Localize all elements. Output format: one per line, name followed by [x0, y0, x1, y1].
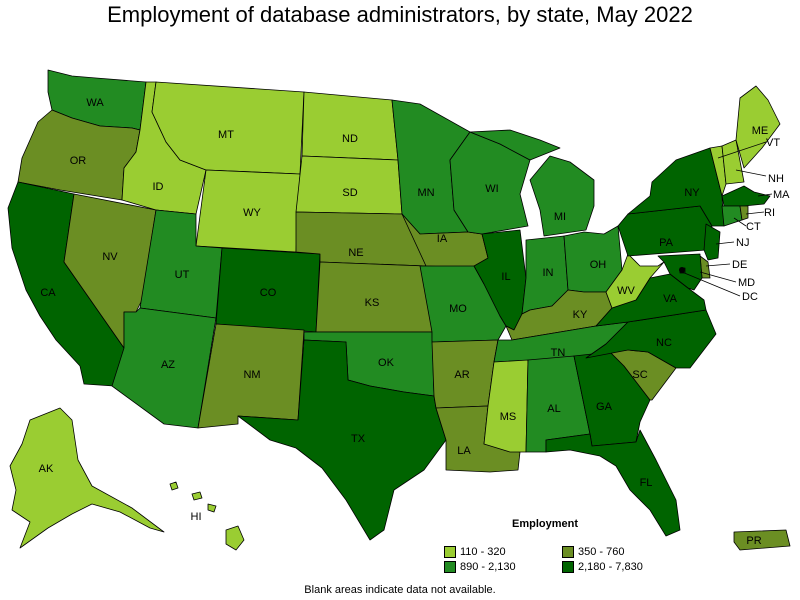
label-ok: OK — [378, 357, 395, 369]
label-wv: WV — [617, 285, 635, 297]
label-md: MD — [738, 277, 755, 289]
label-al: AL — [547, 403, 560, 415]
label-ut: UT — [175, 269, 190, 281]
state-ri[interactable] — [739, 205, 749, 221]
label-hi: HI — [191, 511, 202, 523]
label-co: CO — [260, 287, 277, 299]
legend-swatch — [444, 546, 456, 559]
state-mi[interactable] — [469, 129, 595, 237]
leader-de — [705, 263, 731, 267]
state-sd[interactable] — [295, 155, 403, 215]
label-vt: VT — [766, 137, 780, 149]
state-ma[interactable] — [721, 185, 771, 207]
label-mt: MT — [218, 129, 234, 141]
leader-ma — [757, 193, 773, 197]
label-ak: AK — [39, 463, 54, 475]
legend-title: Employment — [512, 518, 579, 530]
legend-swatch — [562, 561, 574, 574]
label-nm: NM — [243, 369, 260, 381]
state-nh[interactable] — [721, 139, 745, 185]
label-sd: SD — [342, 187, 357, 199]
leader-md — [699, 271, 737, 283]
leader-ri — [745, 211, 765, 215]
leader-dc — [681, 271, 741, 297]
label-ma: MA — [773, 189, 790, 201]
label-me: ME — [752, 125, 769, 137]
legend-swatch — [562, 546, 574, 559]
label-in: IN — [543, 267, 554, 279]
state-tx[interactable] — [237, 339, 447, 541]
state-nd[interactable] — [301, 91, 399, 161]
label-or: OR — [70, 155, 87, 167]
label-wa: WA — [86, 97, 104, 109]
legend-label: 2,180 - 7,830 — [578, 561, 643, 573]
leader-vt — [717, 141, 767, 159]
label-ia: IA — [437, 233, 448, 245]
state-az[interactable] — [111, 307, 217, 429]
legend-item: 890 - 2,130 — [444, 561, 516, 575]
state-nj[interactable] — [703, 223, 721, 261]
label-mo: MO — [449, 303, 467, 315]
label-nc: NC — [656, 337, 672, 349]
label-ms: MS — [500, 411, 517, 423]
label-ar: AR — [454, 369, 469, 381]
dc-marker — [679, 267, 685, 273]
label-wi: WI — [485, 183, 498, 195]
label-ga: GA — [596, 401, 613, 413]
label-wy: WY — [243, 207, 261, 219]
label-az: AZ — [161, 359, 175, 371]
state-wv[interactable] — [605, 253, 665, 309]
label-ks: KS — [365, 297, 380, 309]
label-va: VA — [663, 293, 678, 305]
legend-item: 2,180 - 7,830 — [562, 561, 643, 575]
label-nv: NV — [102, 251, 118, 263]
legend-label: 350 - 760 — [578, 546, 625, 558]
label-ct: CT — [746, 221, 761, 233]
label-nj: NJ — [736, 237, 749, 249]
label-fl: FL — [640, 477, 653, 489]
footnote: Blank areas indicate data not available. — [304, 584, 496, 596]
label-ne: NE — [348, 247, 363, 259]
leader-ct — [733, 217, 747, 227]
label-ky: KY — [573, 309, 588, 321]
legend-label: 110 - 320 — [460, 546, 506, 558]
label-mi: MI — [554, 211, 566, 223]
label-nh: NH — [768, 173, 784, 185]
label-de: DE — [732, 259, 747, 271]
map-title: Employment of database administrators, b… — [107, 2, 693, 27]
label-tx: TX — [351, 433, 366, 445]
state-pr[interactable] — [733, 529, 791, 551]
state-hi[interactable] — [169, 481, 245, 551]
label-ri: RI — [764, 207, 775, 219]
label-pa: PA — [659, 237, 674, 249]
state-fl[interactable] — [545, 429, 681, 537]
legend-item: 350 - 760 — [562, 546, 624, 560]
legend-item: 110 - 320 — [444, 546, 506, 560]
label-sc: SC — [632, 369, 647, 381]
label-dc: DC — [742, 291, 758, 303]
state-ct[interactable] — [721, 205, 743, 227]
leader-nh — [735, 169, 767, 177]
label-tn: TN — [551, 347, 566, 359]
label-mn: MN — [417, 187, 434, 199]
legend-swatch — [444, 561, 456, 574]
label-oh: OH — [590, 259, 607, 271]
label-ny: NY — [684, 187, 700, 199]
label-ca: CA — [40, 287, 56, 299]
label-la: LA — [457, 445, 471, 457]
label-pr: PR — [746, 535, 761, 547]
label-il: IL — [501, 271, 510, 283]
label-nd: ND — [342, 133, 358, 145]
label-id: ID — [153, 181, 164, 193]
leader-nj — [715, 241, 735, 245]
legend-label: 890 - 2,130 — [460, 561, 516, 573]
state-ak[interactable] — [9, 407, 165, 549]
state-me[interactable] — [735, 85, 781, 169]
